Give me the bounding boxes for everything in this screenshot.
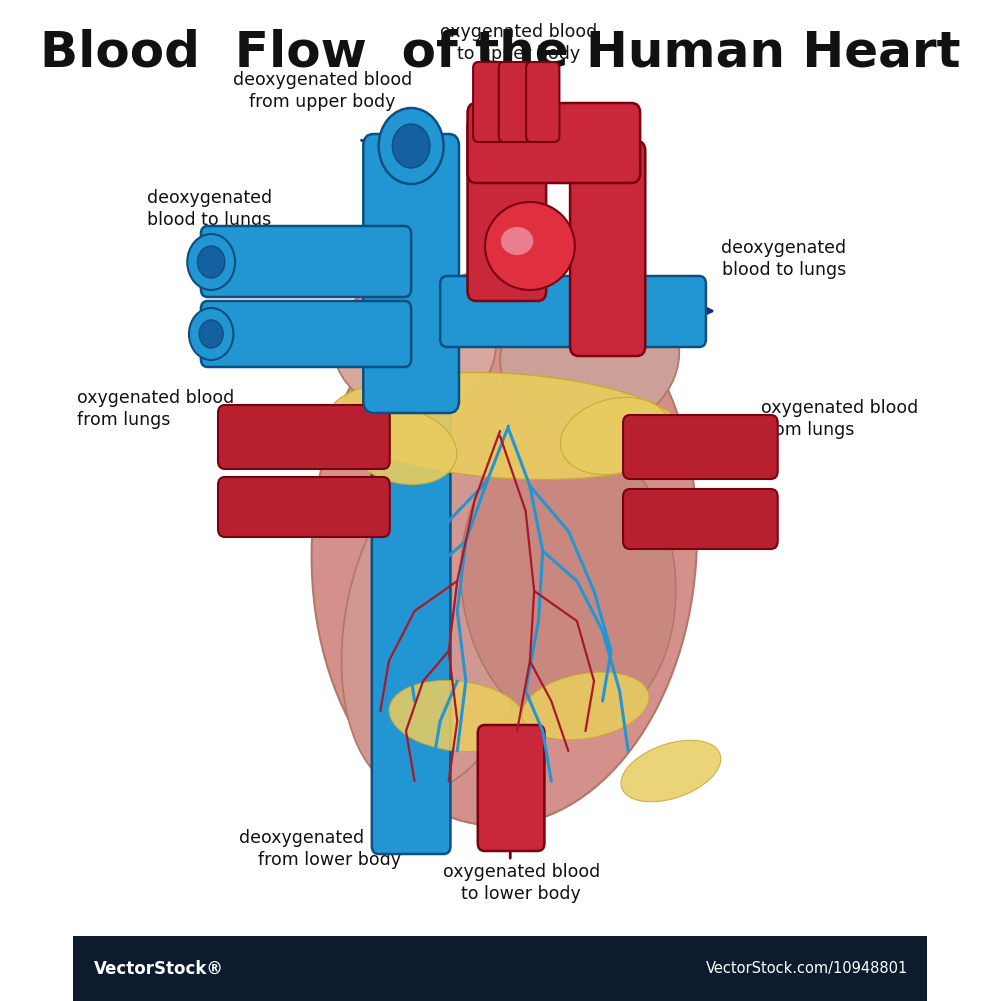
Ellipse shape xyxy=(500,278,679,433)
FancyBboxPatch shape xyxy=(363,134,459,413)
Circle shape xyxy=(199,320,223,348)
Text: VectorStock.com/10948801: VectorStock.com/10948801 xyxy=(706,961,908,976)
FancyBboxPatch shape xyxy=(468,103,640,183)
Ellipse shape xyxy=(560,397,670,474)
Circle shape xyxy=(187,234,235,290)
FancyBboxPatch shape xyxy=(623,415,778,479)
Ellipse shape xyxy=(485,202,575,290)
Ellipse shape xyxy=(329,372,688,479)
FancyBboxPatch shape xyxy=(218,477,390,537)
Text: Blood  Flow  of the Human Heart: Blood Flow of the Human Heart xyxy=(40,29,960,77)
Ellipse shape xyxy=(341,449,539,793)
Circle shape xyxy=(198,246,225,278)
Text: deoxygenated
blood to lungs: deoxygenated blood to lungs xyxy=(147,189,272,229)
Text: deoxygenated blood
from lower body: deoxygenated blood from lower body xyxy=(239,829,419,869)
FancyBboxPatch shape xyxy=(201,301,411,367)
Ellipse shape xyxy=(389,681,525,752)
Circle shape xyxy=(379,108,444,184)
Bar xyxy=(73,936,927,1001)
Circle shape xyxy=(392,124,430,168)
Ellipse shape xyxy=(385,323,427,358)
Ellipse shape xyxy=(347,407,457,484)
FancyBboxPatch shape xyxy=(218,405,390,469)
FancyBboxPatch shape xyxy=(526,62,559,142)
FancyBboxPatch shape xyxy=(201,226,411,297)
FancyBboxPatch shape xyxy=(499,62,532,142)
FancyBboxPatch shape xyxy=(440,276,706,347)
Ellipse shape xyxy=(501,227,533,255)
Text: oxygenated blood
from lungs: oxygenated blood from lungs xyxy=(77,388,234,429)
Ellipse shape xyxy=(461,431,676,731)
Ellipse shape xyxy=(522,672,649,740)
Circle shape xyxy=(189,308,233,360)
Ellipse shape xyxy=(621,740,721,802)
FancyBboxPatch shape xyxy=(478,725,544,851)
Text: deoxygenated
blood to lungs: deoxygenated blood to lungs xyxy=(721,239,846,279)
Text: oxygenated blood
from lungs: oxygenated blood from lungs xyxy=(761,398,918,439)
Ellipse shape xyxy=(333,278,496,413)
Text: VectorStock®: VectorStock® xyxy=(94,960,224,978)
Text: deoxygenated blood
from upper body: deoxygenated blood from upper body xyxy=(233,71,412,111)
Text: oxygenated blood
to upper body: oxygenated blood to upper body xyxy=(440,23,597,63)
Text: oxygenated blood
to lower body: oxygenated blood to lower body xyxy=(443,863,600,903)
FancyBboxPatch shape xyxy=(623,489,778,549)
Ellipse shape xyxy=(312,266,697,826)
FancyBboxPatch shape xyxy=(570,141,645,356)
FancyBboxPatch shape xyxy=(372,378,450,854)
FancyBboxPatch shape xyxy=(473,62,506,142)
FancyBboxPatch shape xyxy=(468,116,546,301)
